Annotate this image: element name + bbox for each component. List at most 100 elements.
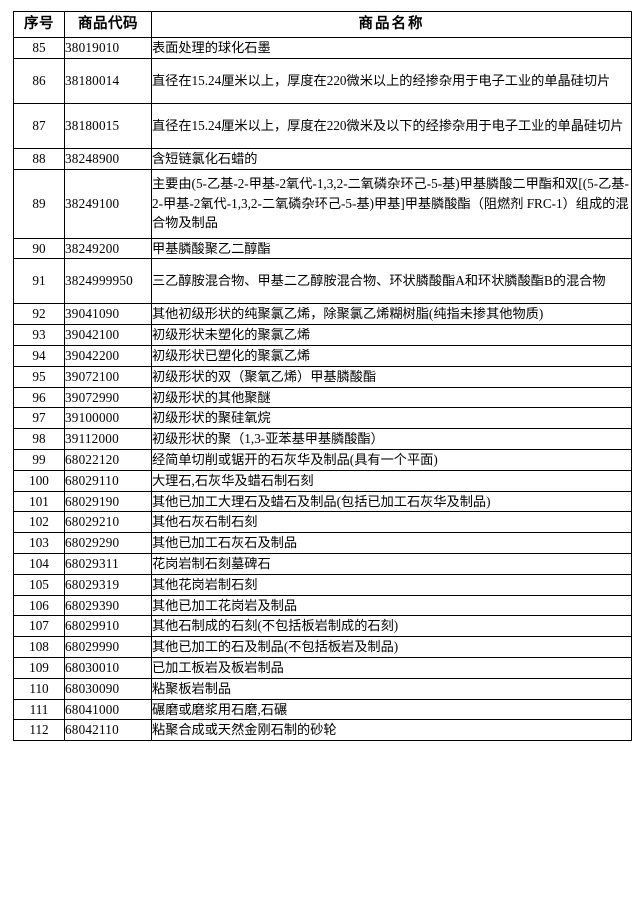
cell-name: 直径在15.24厘米以上，厚度在220微米以上的经掺杂用于电子工业的单晶硅切片: [151, 57, 632, 104]
cell-code: 38248900: [64, 147, 152, 170]
cell-code: 38249100: [64, 168, 152, 239]
cell-name: 粘聚合成或天然金刚石制的砂轮: [151, 719, 632, 742]
cell-name: 其他花岗岩制石刻: [151, 573, 632, 596]
table-header-row: 序号 商品代码 商品名称: [13, 11, 632, 38]
cell-seq: 104: [13, 552, 65, 575]
table-row: 103 68029290 其他已加工石灰石及制品: [13, 532, 632, 554]
cell-seq: 92: [13, 303, 65, 326]
cell-name: 花岗岩制石刻墓碑石: [151, 552, 632, 575]
cell-name: 其他已加工花岗岩及制品: [151, 594, 632, 617]
cell-code: 68029110: [64, 469, 152, 492]
cell-code: 68041000: [64, 698, 152, 721]
cell-seq: 86: [13, 57, 65, 104]
table-row: 97 39100000 初级形状的聚硅氧烷: [13, 407, 632, 430]
cell-name: 直径在15.24厘米以上，厚度在220微米及以下的经掺杂用于电子工业的单晶硅切片: [151, 102, 632, 149]
table-row: 106 68029390 其他已加工花岗岩及制品: [13, 594, 632, 617]
table-row: 85 38019010 表面处理的球化石墨: [13, 37, 632, 59]
cell-code: 68022120: [64, 448, 152, 471]
cell-name: 初级形状的聚硅氧烷: [151, 407, 632, 430]
cell-code: 68030010: [64, 656, 152, 679]
cell-code: 39112000: [64, 428, 152, 450]
cell-name: 三乙醇胺混合物、甲基二乙醇胺混合物、环状膦酸酯A和环状膦酸酯B的混合物: [151, 258, 632, 305]
cell-name: 粘聚板岩制品: [151, 677, 632, 700]
cell-code: 39100000: [64, 407, 152, 430]
cell-code: 68029990: [64, 636, 152, 658]
cell-name: 表面处理的球化石墨: [151, 37, 632, 59]
cell-seq: 106: [13, 594, 65, 617]
cell-seq: 94: [13, 344, 65, 367]
cell-code: 39072100: [64, 365, 152, 388]
cell-name: 主要由(5-乙基-2-甲基-2氧代-1,3,2-二氧磷杂环己-5-基)甲基膦酸二…: [151, 168, 632, 239]
cell-name: 大理石,石灰华及蜡石制石刻: [151, 469, 632, 492]
cell-name: 其他初级形状的纯聚氯乙烯，除聚氯乙烯糊树脂(纯指未掺其他物质): [151, 303, 632, 326]
cell-seq: 101: [13, 490, 65, 513]
cell-seq: 99: [13, 448, 65, 471]
table-row: 91 3824999950 三乙醇胺混合物、甲基二乙醇胺混合物、环状膦酸酯A和环状膦…: [13, 258, 632, 305]
table-row: 109 68030010 已加工板岩及板岩制品: [13, 656, 632, 679]
cell-code: 68029319: [64, 573, 152, 596]
cell-name: 初级形状的其他聚醚: [151, 386, 632, 409]
cell-seq: 88: [13, 147, 65, 170]
cell-name: 已加工板岩及板岩制品: [151, 656, 632, 679]
table-row: 102 68029210 其他石灰石制石刻: [13, 511, 632, 534]
table-row: 112 68042110 粘聚合成或天然金刚石制的砂轮: [13, 719, 632, 742]
cell-code: 39041090: [64, 303, 152, 326]
cell-seq: 93: [13, 324, 65, 346]
table-row: 88 38248900 含短链氯化石蜡的: [13, 147, 632, 170]
cell-seq: 91: [13, 258, 65, 305]
table-row: 98 39112000 初级形状的聚（1,3-亚苯基甲基膦酸酯）: [13, 428, 632, 450]
cell-code: 68030090: [64, 677, 152, 700]
cell-seq: 89: [13, 168, 65, 239]
table-row: 87 38180015 直径在15.24厘米以上，厚度在220微米及以下的经掺杂用于…: [13, 102, 632, 149]
cell-code: 38180014: [64, 57, 152, 104]
cell-seq: 90: [13, 237, 65, 260]
cell-name: 初级形状的聚（1,3-亚苯基甲基膦酸酯）: [151, 428, 632, 450]
cell-seq: 109: [13, 656, 65, 679]
cell-seq: 85: [13, 37, 65, 59]
table-row: 94 39042200 初级形状已塑化的聚氯乙烯: [13, 344, 632, 367]
goods-table-container: 序号 商品代码 商品名称 85 38019010 表面处理的球化石墨 86 381800…: [13, 11, 632, 742]
table-row: 86 38180014 直径在15.24厘米以上，厚度在220微米以上的经掺杂用于电…: [13, 57, 632, 104]
table-row: 104 68029311 花岗岩制石刻墓碑石: [13, 552, 632, 575]
cell-name: 经简单切削或锯开的石灰华及制品(具有一个平面): [151, 448, 632, 471]
table-header: 序号 商品代码 商品名称: [13, 11, 632, 38]
cell-name: 碾磨或磨浆用石磨,石碾: [151, 698, 632, 721]
table-row: 111 68041000 碾磨或磨浆用石磨,石碾: [13, 698, 632, 721]
table-row: 107 68029910 其他石制成的石刻(不包括板岩制成的石刻): [13, 615, 632, 638]
table-row: 92 39041090 其他初级形状的纯聚氯乙烯，除聚氯乙烯糊树脂(纯指未掺其他物质…: [13, 303, 632, 326]
cell-seq: 110: [13, 677, 65, 700]
table-row: 110 68030090 粘聚板岩制品: [13, 677, 632, 700]
cell-seq: 95: [13, 365, 65, 388]
cell-seq: 103: [13, 532, 65, 554]
cell-code: 38180015: [64, 102, 152, 149]
cell-seq: 97: [13, 407, 65, 430]
cell-name: 甲基膦酸聚乙二醇酯: [151, 237, 632, 260]
cell-seq: 100: [13, 469, 65, 492]
table-row: 93 39042100 初级形状未塑化的聚氯乙烯: [13, 324, 632, 346]
cell-name: 含短链氯化石蜡的: [151, 147, 632, 170]
cell-code: 3824999950: [64, 258, 152, 305]
cell-code: 38249200: [64, 237, 152, 260]
cell-name: 其他已加工大理石及蜡石及制品(包括已加工石灰华及制品): [151, 490, 632, 513]
cell-name: 其他石制成的石刻(不包括板岩制成的石刻): [151, 615, 632, 638]
cell-code: 39072990: [64, 386, 152, 409]
cell-name: 其他已加工的石及制品(不包括板岩及制品): [151, 636, 632, 658]
cell-seq: 105: [13, 573, 65, 596]
cell-seq: 108: [13, 636, 65, 658]
cell-seq: 98: [13, 428, 65, 450]
cell-seq: 112: [13, 719, 65, 742]
cell-code: 68029290: [64, 532, 152, 554]
cell-code: 39042200: [64, 344, 152, 367]
table-row: 100 68029110 大理石,石灰华及蜡石制石刻: [13, 469, 632, 492]
table-row: 95 39072100 初级形状的双（聚氧乙烯）甲基膦酸酯: [13, 365, 632, 388]
cell-name: 其他已加工石灰石及制品: [151, 532, 632, 554]
table-row: 108 68029990 其他已加工的石及制品(不包括板岩及制品): [13, 636, 632, 658]
column-header-seq: 序号: [13, 11, 65, 38]
goods-table: 序号 商品代码 商品名称 85 38019010 表面处理的球化石墨 86 381800…: [13, 11, 632, 742]
cell-name: 初级形状已塑化的聚氯乙烯: [151, 344, 632, 367]
cell-code: 68029190: [64, 490, 152, 513]
cell-code: 39042100: [64, 324, 152, 346]
cell-code: 68029210: [64, 511, 152, 534]
cell-seq: 107: [13, 615, 65, 638]
cell-name: 其他石灰石制石刻: [151, 511, 632, 534]
